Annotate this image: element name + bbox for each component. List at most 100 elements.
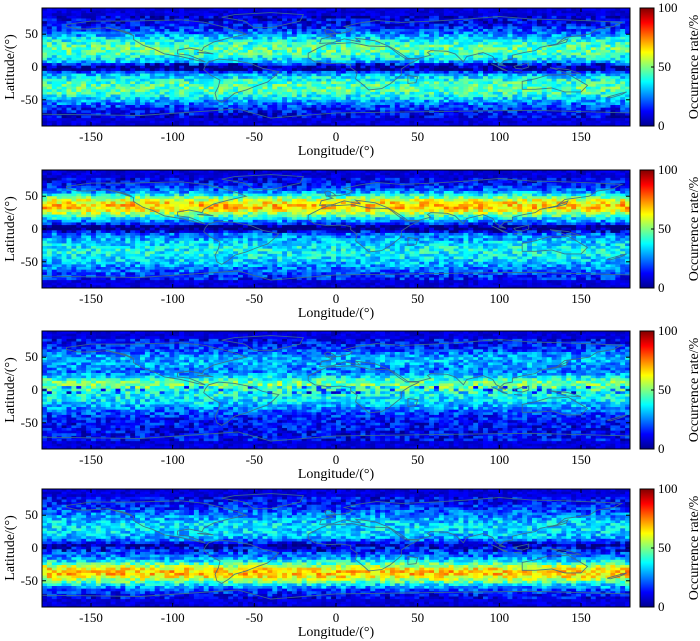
heat-cell (512, 78, 518, 82)
heat-cell (419, 44, 425, 48)
heat-cell (340, 70, 347, 74)
heat-cell (492, 18, 499, 22)
heat-cell (56, 97, 62, 101)
heat-cell (438, 18, 445, 22)
heat-cell (336, 81, 342, 85)
heat-cell (434, 15, 440, 19)
heat-cell (135, 81, 141, 85)
heat-cell (238, 47, 244, 51)
heat-cell (100, 23, 107, 27)
heat-cell (140, 39, 146, 43)
heat-cell (458, 73, 464, 77)
heat-cell (61, 110, 67, 114)
heat-cell (394, 60, 401, 64)
heat-cell (287, 81, 293, 85)
heat-cell (218, 28, 224, 32)
heat-cell (272, 15, 278, 19)
heat-cell (326, 55, 332, 59)
heat-cell (340, 44, 347, 48)
heat-cell (507, 31, 513, 35)
heat-cell (336, 57, 342, 61)
heat-cell (590, 8, 597, 12)
heat-cell (448, 39, 454, 43)
heat-cell (115, 60, 121, 64)
heat-cell (419, 26, 425, 30)
heat-cell (375, 18, 381, 22)
heat-cell (419, 28, 425, 32)
heat-cell (130, 84, 136, 88)
heat-cell (370, 36, 376, 40)
heat-cell (306, 52, 312, 56)
heat-cell (174, 89, 180, 93)
heat-cell (380, 105, 386, 109)
heat-cell (585, 68, 592, 72)
heat-cell (385, 57, 391, 61)
heat-cell (571, 15, 577, 19)
heat-cell (605, 112, 611, 116)
heat-cell (174, 84, 180, 88)
heat-cell (536, 44, 543, 48)
heat-cell (375, 21, 381, 25)
heat-cell (595, 23, 601, 27)
heat-cell (385, 55, 391, 59)
heat-cell (419, 78, 425, 82)
heat-cell (125, 28, 131, 32)
heat-cell (561, 44, 567, 48)
heat-cell (272, 65, 278, 69)
heat-cell (590, 26, 597, 30)
heat-cell (360, 89, 366, 93)
heat-cell (404, 21, 410, 25)
heat-cell (581, 28, 587, 32)
heat-cell (360, 76, 366, 80)
heat-cell (66, 36, 72, 40)
heat-cell (385, 105, 391, 109)
heat-cell (61, 10, 67, 14)
heat-cell (551, 63, 557, 67)
heat-cell (424, 31, 430, 35)
heat-cell (140, 34, 146, 38)
heat-cell (468, 94, 474, 98)
heat-cell (517, 91, 523, 95)
heat-cell (595, 99, 601, 103)
heat-cell (321, 91, 327, 95)
heat-cell (340, 63, 347, 67)
heat-cell (620, 21, 626, 25)
heat-cell (566, 86, 572, 90)
heat-cell (576, 39, 582, 43)
heat-cell (311, 97, 317, 101)
heat-cell (130, 102, 136, 106)
heat-cell (551, 49, 557, 53)
heat-cell (424, 60, 430, 64)
heat-cell (125, 15, 131, 19)
heat-cell (438, 52, 445, 56)
heat-cell (541, 21, 548, 25)
heat-cell (140, 31, 146, 35)
heat-cell (443, 107, 450, 111)
heat-cell (56, 60, 62, 64)
heat-cell (610, 57, 616, 61)
heat-cell (208, 10, 214, 14)
heat-cell (213, 65, 219, 69)
heat-cell (536, 110, 543, 114)
heat-cell (51, 21, 58, 25)
heat-cell (42, 99, 48, 103)
heat-cell (277, 65, 283, 69)
heat-cell (546, 97, 552, 101)
heat-cell (595, 31, 601, 35)
heat-cell (95, 44, 102, 48)
heat-cell (135, 78, 141, 82)
heat-cell (331, 99, 337, 103)
heat-cell (213, 42, 219, 46)
heat-cell (394, 105, 401, 109)
heat-cell (257, 112, 263, 116)
heat-cell (120, 8, 126, 12)
heat-cell (198, 15, 205, 19)
heat-cell (321, 107, 327, 111)
heat-cell (576, 28, 582, 32)
heat-cell (154, 55, 160, 59)
heat-cell (100, 42, 107, 46)
heat-cell (203, 73, 209, 77)
heat-cell (71, 81, 77, 85)
heat-cell (42, 84, 48, 88)
heat-cell (448, 26, 454, 30)
